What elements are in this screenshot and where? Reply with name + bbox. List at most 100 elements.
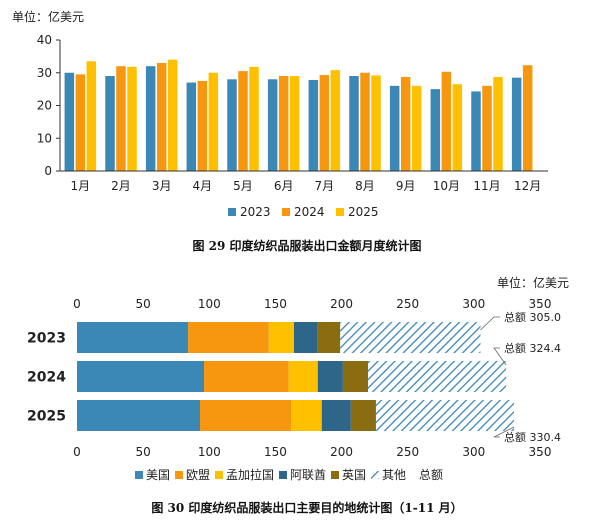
chart2-legend-swatch-孟加拉国 [215, 471, 223, 479]
chart2-caption: 图 30 印度纺织品服装出口主要目的地统计图（1-11 月） [151, 500, 462, 515]
chart1-bar-2023-6 [267, 79, 278, 171]
chart2-legend-label-阿联酋: 阿联酋 [290, 467, 326, 482]
chart2-seg-孟加拉国-2023 [268, 322, 294, 353]
chart2-legend-swatch-美国 [135, 471, 143, 479]
chart2-seg-阿联酋-2025 [321, 400, 351, 431]
chart1-bar-2024-7 [319, 75, 330, 171]
chart1-legend-label-2024: 2024 [294, 205, 325, 219]
chart1-y-tick-label: 0 [44, 164, 52, 178]
chart1-x-tick-label: 7月 [315, 179, 335, 193]
chart1-bar-2025-5 [249, 66, 259, 171]
chart2-total-label: 总额 324.4 [504, 341, 561, 355]
chart2-seg-其他-2024 [368, 361, 507, 392]
chart1-bar-2023-2 [105, 76, 115, 171]
chart1-bar-2025-10 [452, 84, 463, 171]
chart1-x-tick-label: 2月 [111, 179, 131, 193]
chart1-bar-2025-6 [289, 76, 300, 171]
chart1-x-tick-label: 10月 [433, 179, 460, 193]
chart1-legend: 2023 2024 2025 [228, 205, 379, 219]
chart2-legend-label-孟加拉国: 孟加拉国 [226, 467, 274, 482]
chart1-bar-2025-11 [493, 77, 503, 171]
chart2-category-labels: 2023 2024 2025 [27, 331, 66, 425]
chart2-top-tick-label: 300 [462, 297, 485, 311]
chart1-bar-2023-12 [511, 77, 522, 171]
chart1-bar-2024-6 [278, 76, 289, 171]
chart2-seg-欧盟-2024 [203, 361, 289, 392]
chart2-seg-欧盟-2023 [188, 322, 269, 353]
chart2-seg-其他-2023 [340, 322, 481, 353]
chart2-seg-阿联酋-2024 [317, 361, 343, 392]
chart1-bar-2024-5 [238, 71, 248, 171]
chart1-x-tick-label: 11月 [473, 179, 500, 193]
chart1-bar-2023-4 [186, 82, 197, 171]
chart2-seg-英国-2024 [342, 361, 369, 392]
chart1-y-tick-label: 30 [37, 66, 52, 80]
chart2-legend-swatch-英国 [331, 471, 339, 479]
chart2-top-tick-label: 150 [264, 297, 287, 311]
chart2-category-label-2023: 2023 [27, 331, 66, 347]
chart1-bar-2024-12 [522, 65, 533, 171]
chart2-category-label-2025: 2025 [27, 409, 66, 425]
chart2-seg-欧盟-2025 [200, 400, 292, 431]
chart2-seg-英国-2023 [317, 322, 341, 353]
chart1-y-axis: 0 10 20 30 40 [37, 33, 61, 178]
chart2-top-tick-label: 350 [529, 297, 552, 311]
chart1-bar-2025-2 [127, 66, 137, 171]
chart1-bar-2024-11 [482, 85, 492, 171]
chart2-legend-swatch-其他 [371, 471, 379, 479]
chart2-legend-label-其他: 其他 [382, 468, 406, 482]
chart1-x-tick-label: 5月 [233, 179, 253, 193]
chart2-seg-美国-2024 [77, 361, 204, 392]
chart1-x-tick-label: 12月 [514, 179, 541, 193]
chart1-legend-swatch-2023 [228, 208, 236, 216]
chart1-x-tick-label: 3月 [152, 179, 172, 193]
chart1-unit-label: 单位：亿美元 [12, 9, 84, 24]
chart1-y-tick-label: 40 [37, 33, 52, 47]
chart1-y-tick-label: 10 [37, 131, 52, 145]
chart1-bar-2024-3 [156, 62, 167, 171]
chart1-x-tick-label: 6月 [274, 179, 294, 193]
chart2-top-axis: 0 50 100 150 200 250 300 350 [73, 297, 551, 311]
chart2-bottom-tick-label: 200 [330, 445, 353, 459]
chart1-bars [64, 59, 533, 171]
chart2-category-label-2024: 2024 [27, 370, 66, 386]
chart1-bar-2024-8 [360, 72, 370, 171]
chart1-x-tick-label: 8月 [355, 179, 375, 193]
chart1-bar-2024-10 [441, 71, 452, 171]
chart2-legend: 美国 欧盟 孟加拉国 阿联酋 英国 其他 总额 [135, 467, 443, 482]
chart1-bar-2023-10 [430, 89, 441, 171]
chart1-bar-2025-3 [167, 59, 178, 171]
chart2-top-tick-label: 250 [396, 297, 419, 311]
chart2-bottom-tick-label: 150 [264, 445, 287, 459]
chart2-bottom-axis: 0 50 100 150 200 250 300 350 [73, 445, 551, 459]
chart1-bar-2023-7 [308, 79, 319, 171]
chart1-legend-label-2023: 2023 [240, 205, 271, 219]
chart2-seg-其他-2025 [375, 400, 515, 431]
chart2-total-labels: 总额 305.0 总额 324.4 总额 330.4 [480, 310, 561, 444]
chart2-total-leader [480, 316, 500, 331]
chart1-x-tick-label: 4月 [193, 179, 213, 193]
chart2-legend-label-美国: 美国 [146, 468, 170, 482]
chart2-total-label: 总额 330.4 [504, 430, 561, 444]
chart2-seg-英国-2025 [350, 400, 376, 431]
chart2-seg-孟加拉国-2025 [291, 400, 322, 431]
monthly-bar-chart: 单位：亿美元 0 10 20 30 40 1月 2月 3月 4月 5月 6月 7月 8月 9月 10月 11… [12, 9, 548, 253]
chart2-top-tick-label: 200 [330, 297, 353, 311]
chart2-seg-孟加拉国-2024 [288, 361, 318, 392]
chart1-x-tick-label: 1月 [71, 179, 91, 193]
chart1-bar-2023-8 [349, 76, 359, 171]
chart1-bar-2023-11 [471, 91, 481, 171]
chart1-bar-2023-5 [227, 79, 237, 171]
chart1-bar-2024-1 [75, 74, 86, 171]
chart1-legend-swatch-2024 [282, 208, 290, 216]
chart2-legend-swatch-阿联酋 [279, 471, 287, 479]
chart2-bottom-tick-label: 300 [462, 445, 485, 459]
chart1-y-tick-label: 20 [37, 99, 52, 113]
chart2-top-tick-label: 0 [73, 297, 81, 311]
chart1-bar-2024-4 [197, 80, 208, 171]
chart2-legend-swatch-欧盟 [175, 471, 183, 479]
chart1-bar-2023-3 [145, 66, 156, 171]
chart2-unit-label: 单位：亿美元 [497, 275, 569, 290]
chart2-top-tick-label: 50 [136, 297, 151, 311]
